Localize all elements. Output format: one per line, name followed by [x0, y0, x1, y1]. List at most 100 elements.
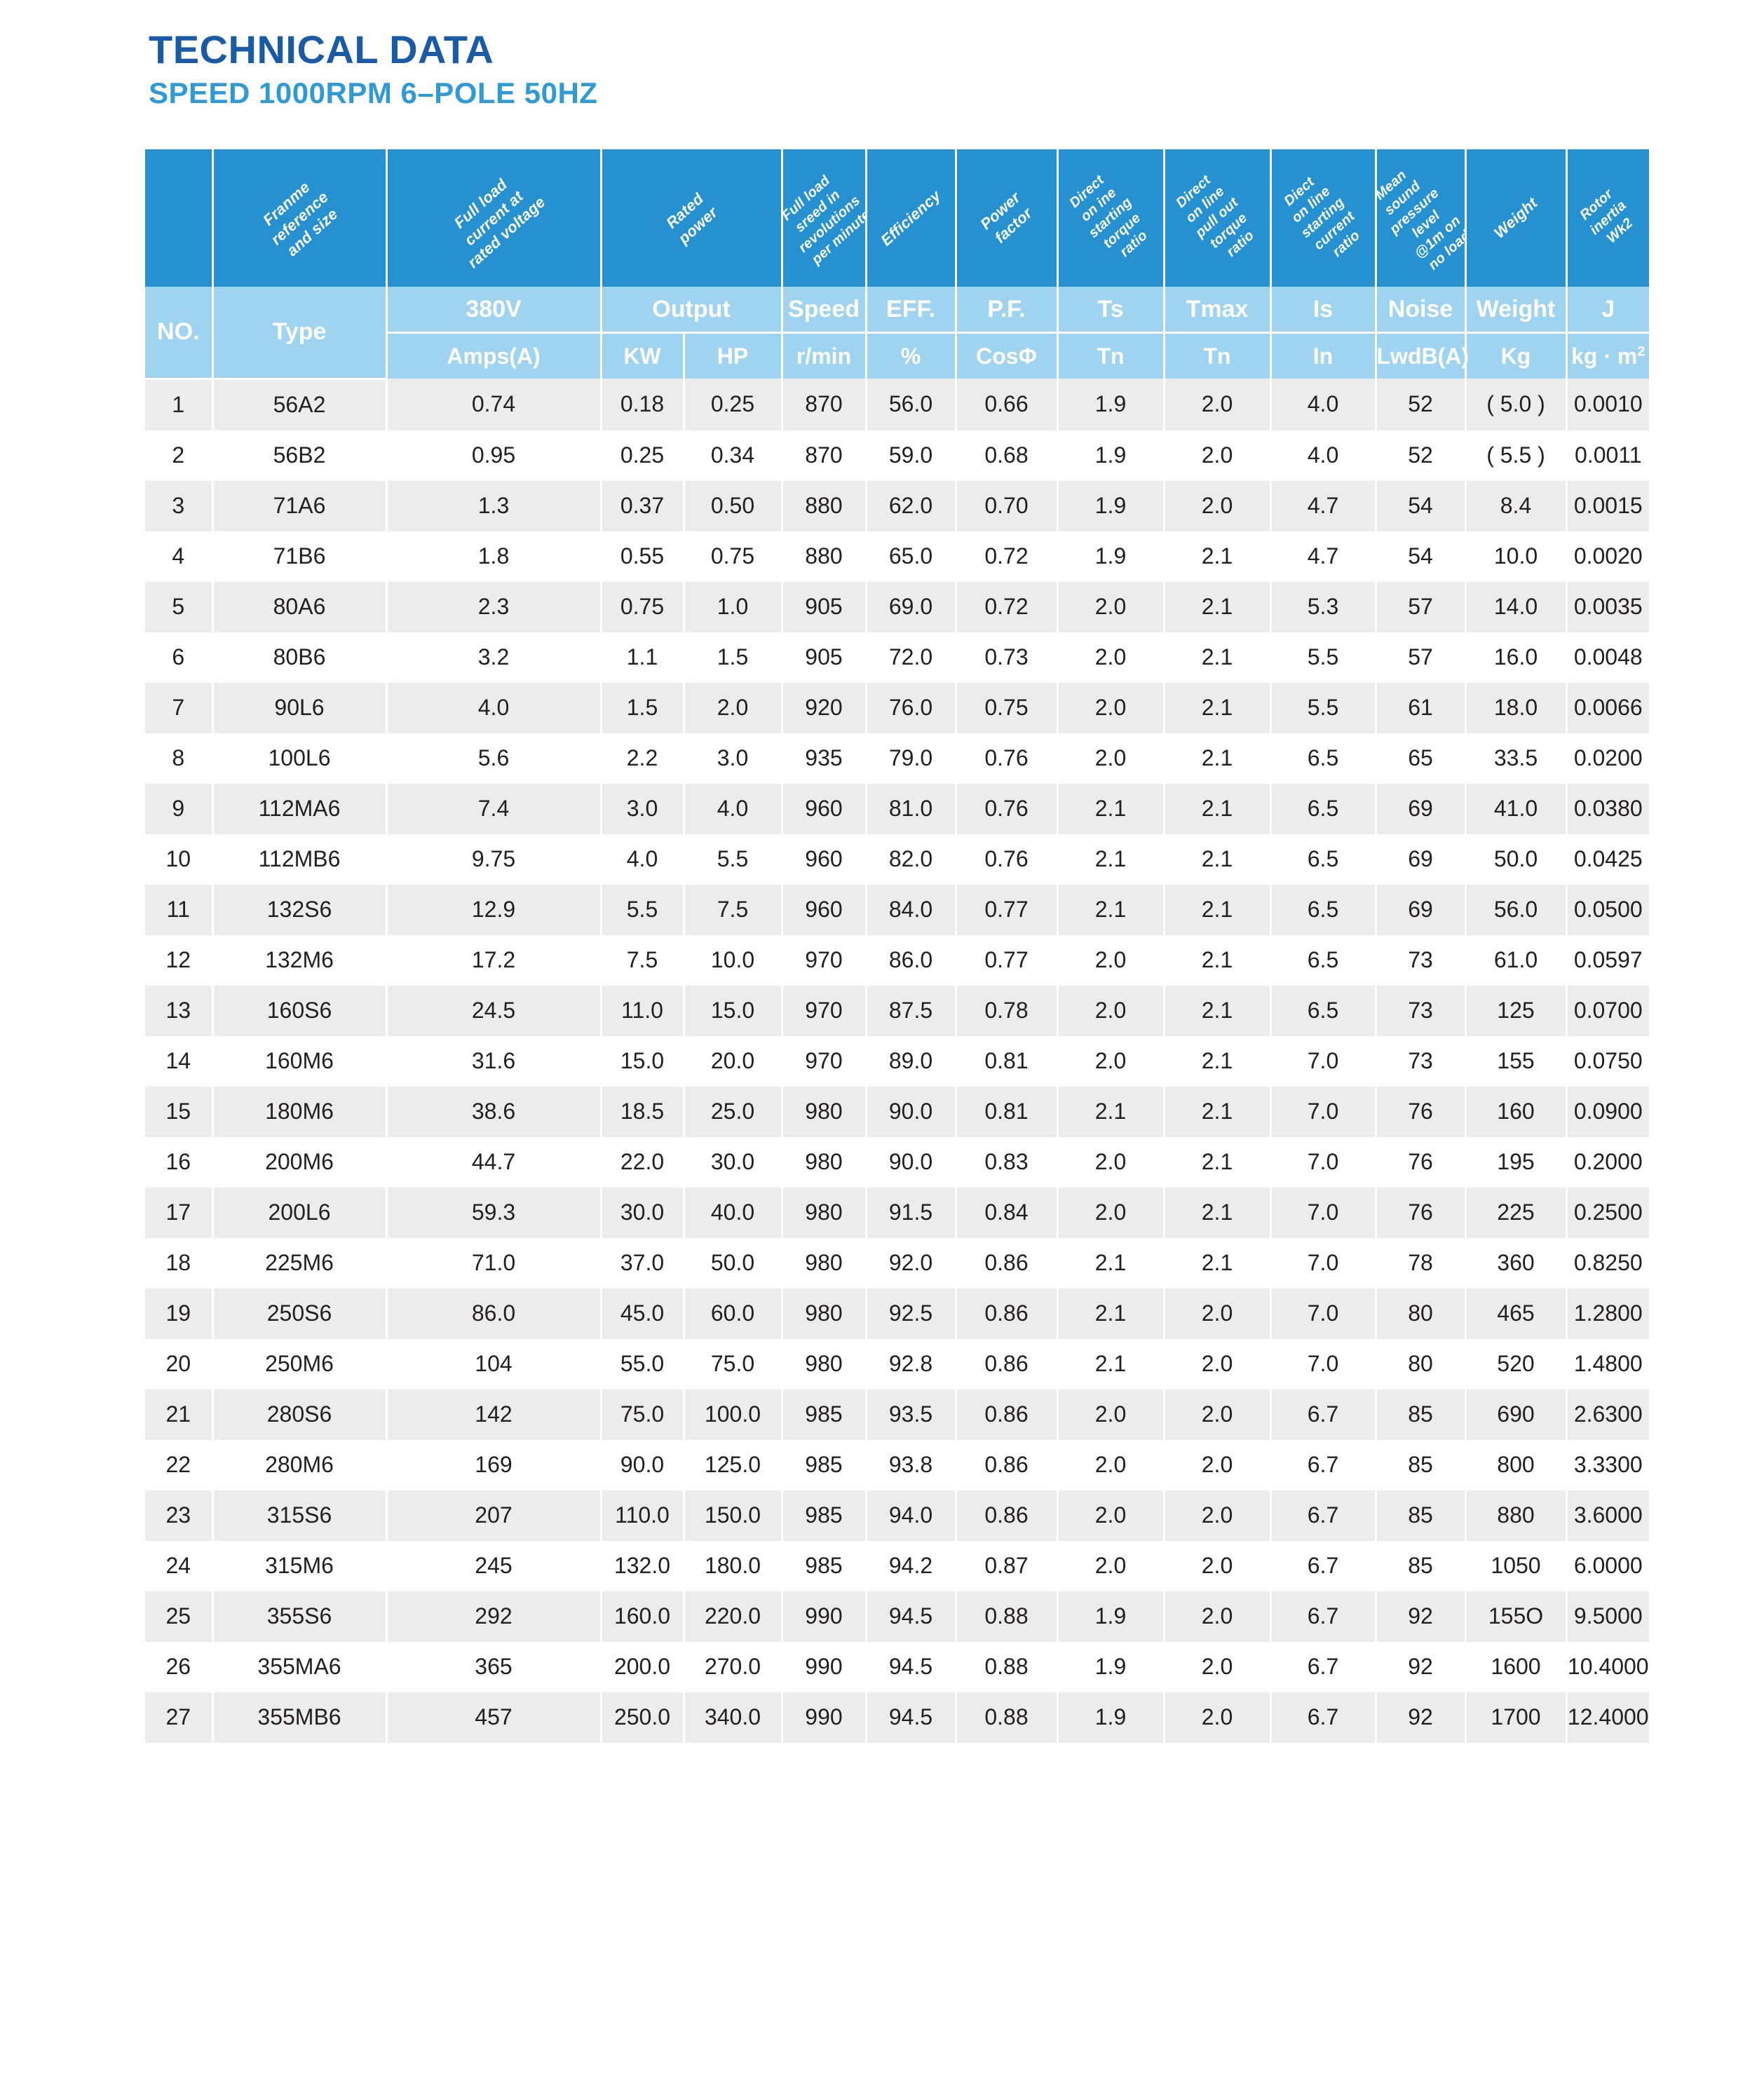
- cell-weight: 41.0: [1465, 783, 1568, 834]
- column-header-output: Output: [601, 287, 783, 334]
- cell-j: 0.0010: [1566, 379, 1649, 430]
- cell-no: 12: [145, 934, 214, 986]
- cell-amps: 169: [386, 1439, 602, 1490]
- angled-header-rotor-inertia: Rotor inertia Wk2: [1566, 149, 1649, 287]
- cell-amps: 0.95: [386, 430, 602, 481]
- cell-j: 0.0500: [1566, 884, 1649, 935]
- cell-j: 0.0597: [1566, 934, 1649, 986]
- page-title-block: TECHNICAL DATA SPEED 1000RPM 6–POLE 50HZ: [149, 29, 597, 111]
- cell-type: 250M6: [212, 1338, 388, 1389]
- cell-j: 0.0200: [1566, 733, 1649, 784]
- cell-speed: 990: [782, 1591, 867, 1642]
- cell-is: 4.0: [1270, 379, 1377, 430]
- cell-tmax: 2.1: [1164, 1187, 1272, 1238]
- cell-type: 355S6: [212, 1591, 388, 1642]
- cell-type: 71B6: [212, 531, 388, 582]
- page-subtitle: SPEED 1000RPM 6–POLE 50HZ: [149, 76, 598, 109]
- cell-j: 0.0011: [1566, 430, 1649, 481]
- cell-type: 355MB6: [212, 1692, 388, 1743]
- cell-type: 280S6: [212, 1389, 388, 1440]
- cell-weight: 1600: [1465, 1641, 1568, 1692]
- cell-kw: 0.75: [601, 581, 685, 632]
- cell-hp: 220.0: [684, 1591, 783, 1642]
- cell-pf: 0.75: [956, 682, 1059, 733]
- cell-amps: 44.7: [386, 1136, 602, 1188]
- cell-type: 132M6: [212, 934, 388, 986]
- cell-type: 200L6: [212, 1187, 388, 1238]
- cell-kw: 11.0: [601, 985, 685, 1036]
- cell-hp: 0.50: [684, 480, 783, 531]
- cell-is: 7.0: [1270, 1136, 1377, 1188]
- cell-no: 14: [145, 1035, 214, 1087]
- cell-noise: 73: [1376, 934, 1467, 986]
- cell-eff: 82.0: [866, 834, 957, 885]
- cell-hp: 15.0: [684, 985, 783, 1036]
- cell-hp: 0.75: [684, 531, 783, 582]
- cell-weight: 225: [1465, 1187, 1568, 1238]
- cell-amps: 4.0: [386, 682, 602, 733]
- cell-no: 4: [145, 531, 214, 582]
- cell-pf: 0.70: [956, 480, 1059, 531]
- cell-speed: 880: [782, 531, 867, 582]
- cell-tmax: 2.1: [1164, 581, 1272, 632]
- cell-weight: 10.0: [1465, 531, 1568, 582]
- cell-noise: 65: [1376, 733, 1467, 784]
- cell-pf: 0.86: [956, 1490, 1059, 1541]
- cell-pf: 0.77: [956, 934, 1059, 986]
- angled-header-full-load-current-label: Full load current at rated voltage: [450, 175, 549, 272]
- cell-no: 11: [145, 884, 214, 935]
- column-unit-amps: Amps(A): [386, 332, 602, 379]
- cell-ts: 2.1: [1057, 1086, 1165, 1137]
- cell-eff: 62.0: [866, 480, 957, 531]
- cell-j: 0.0048: [1566, 632, 1649, 683]
- cell-eff: 90.0: [866, 1136, 957, 1188]
- cell-eff: 94.0: [866, 1490, 957, 1541]
- cell-eff: 86.0: [866, 934, 957, 986]
- table-row: 22 280M6 169 90.0 125.0 985 93.8 0.86 2.0 2.0 6.7 8…: [145, 1439, 1649, 1490]
- sub-header-row-units: Amps(A) KW HP r/min % CosΦ Tn Tn In LwdB…: [145, 332, 1649, 379]
- angled-header-blank: [145, 149, 214, 287]
- angled-header-rated-power: Rated power: [601, 149, 783, 287]
- cell-weight: 800: [1465, 1439, 1568, 1490]
- cell-type: 315M6: [212, 1540, 388, 1591]
- cell-no: 24: [145, 1540, 214, 1591]
- cell-speed: 980: [782, 1338, 867, 1389]
- cell-kw: 0.55: [601, 531, 685, 582]
- cell-tmax: 2.1: [1164, 632, 1272, 683]
- cell-is: 6.7: [1270, 1641, 1377, 1692]
- cell-j: 0.0750: [1566, 1035, 1649, 1087]
- sub-header-row-primary: NO. Type 380V Output Speed EFF. P.F. Ts …: [145, 287, 1649, 380]
- column-unit-noise: LwdB(A): [1376, 332, 1469, 379]
- cell-no: 10: [145, 834, 214, 885]
- angled-header-mean-sound-pressure-label: Mean sound pressure level @1m on no load: [1376, 167, 1465, 273]
- cell-pf: 0.68: [956, 430, 1059, 481]
- cell-speed: 905: [782, 581, 867, 632]
- cell-ts: 2.0: [1057, 1389, 1165, 1440]
- cell-tmax: 2.0: [1164, 1641, 1272, 1692]
- cell-tmax: 2.1: [1164, 985, 1272, 1036]
- cell-kw: 132.0: [601, 1540, 685, 1591]
- cell-tmax: 2.0: [1164, 1490, 1272, 1541]
- cell-type: 56A2: [212, 379, 388, 430]
- table-row: 23 315S6 207 110.0 150.0 985 94.0 0.86 2.0 2.0 6.7…: [145, 1490, 1649, 1541]
- cell-amps: 207: [386, 1490, 602, 1541]
- cell-no: 25: [145, 1591, 214, 1642]
- cell-eff: 94.5: [866, 1591, 957, 1642]
- table-row: 19 250S6 86.0 45.0 60.0 980 92.5 0.86 2.1 2.0 7.0 8…: [145, 1288, 1649, 1339]
- table-row: 27 355MB6 457 250.0 340.0 990 94.5 0.88 1.9 2.0 6.…: [145, 1692, 1649, 1743]
- cell-speed: 970: [782, 1035, 867, 1087]
- cell-is: 5.3: [1270, 581, 1377, 632]
- cell-tmax: 2.1: [1164, 934, 1272, 986]
- angled-header-band: Franme reference and size Full load curr…: [145, 149, 1649, 287]
- cell-is: 4.7: [1270, 480, 1377, 531]
- angled-header-row: Franme reference and size Full load curr…: [145, 149, 1649, 287]
- cell-speed: 980: [782, 1086, 867, 1137]
- cell-kw: 0.18: [601, 379, 685, 430]
- cell-is: 6.5: [1270, 733, 1377, 784]
- column-header-speed: Speed: [782, 287, 867, 334]
- cell-is: 7.0: [1270, 1035, 1377, 1087]
- angled-header-frame-reference: Franme reference and size: [212, 149, 388, 287]
- column-header-is: Is: [1270, 287, 1377, 334]
- cell-eff: 92.0: [866, 1237, 957, 1289]
- cell-ts: 2.0: [1057, 581, 1165, 632]
